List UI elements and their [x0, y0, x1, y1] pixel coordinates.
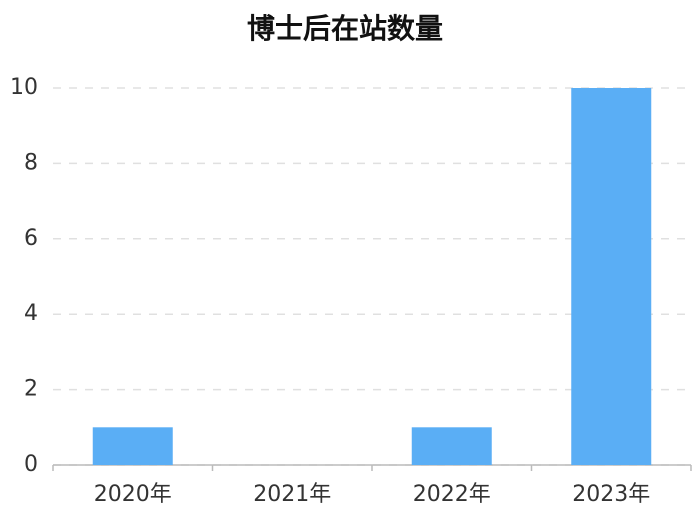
y-tick-label: 6 [24, 226, 38, 251]
x-tick-label: 2020年 [94, 482, 172, 507]
bar [411, 427, 492, 465]
x-tick-label: 2021年 [253, 482, 331, 507]
y-tick-label: 10 [10, 75, 38, 100]
x-tick-label: 2022年 [413, 482, 491, 507]
bar [571, 88, 652, 465]
y-tick-label: 8 [24, 150, 38, 175]
x-tick-label: 2023年 [572, 482, 650, 507]
y-tick-label: 2 [24, 377, 38, 402]
chart-title: 博士后在站数量 [247, 12, 443, 45]
y-tick-label: 0 [24, 452, 38, 477]
bar [92, 427, 173, 465]
y-tick-label: 4 [24, 301, 38, 326]
